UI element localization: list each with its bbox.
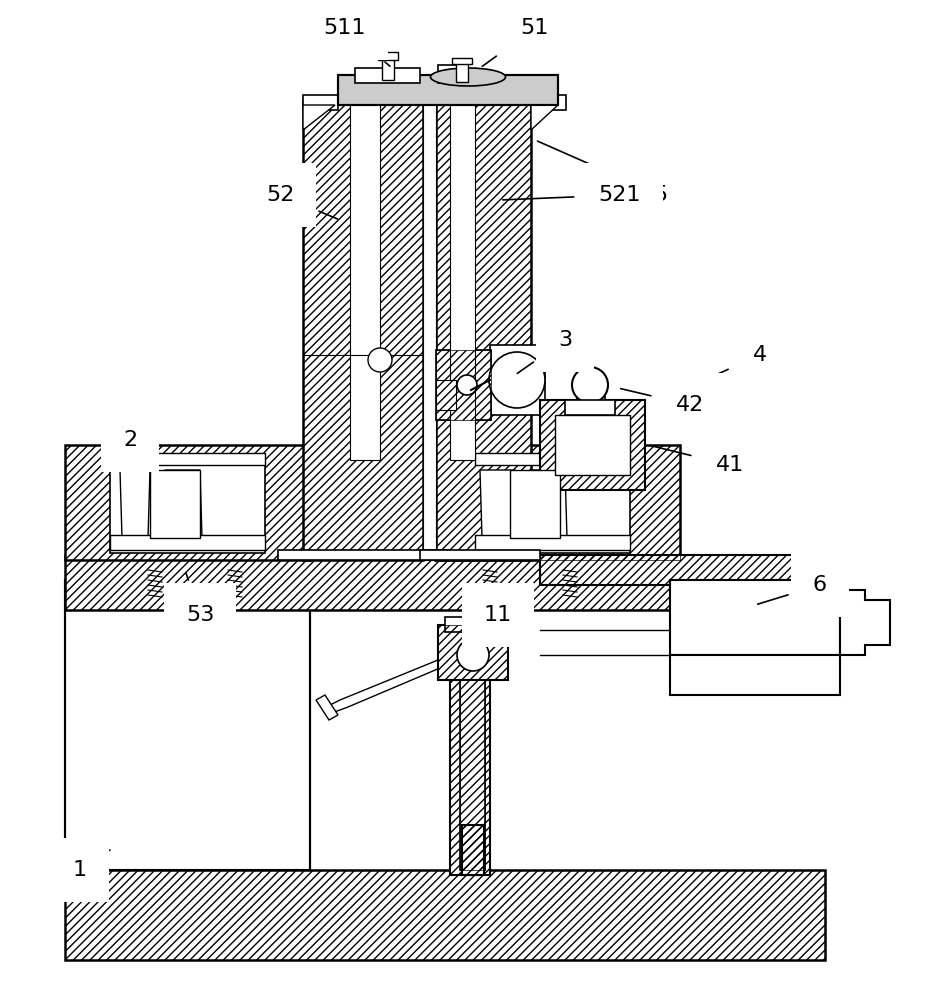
- Circle shape: [457, 639, 489, 671]
- Bar: [435, 445, 680, 560]
- Bar: [436, 350, 491, 420]
- Bar: [540, 400, 645, 490]
- Circle shape: [368, 348, 392, 372]
- Text: 5: 5: [537, 141, 667, 205]
- Text: 4: 4: [663, 345, 768, 399]
- Bar: [436, 90, 531, 560]
- Polygon shape: [840, 590, 890, 655]
- Bar: [475, 453, 630, 465]
- Text: 511: 511: [324, 18, 390, 66]
- Bar: [350, 100, 380, 460]
- Bar: [382, 55, 394, 80]
- Bar: [436, 350, 491, 420]
- Polygon shape: [531, 105, 558, 130]
- Bar: [65, 445, 310, 560]
- Bar: [462, 825, 484, 875]
- Bar: [540, 400, 645, 490]
- Bar: [278, 550, 448, 560]
- Bar: [65, 555, 705, 610]
- Bar: [462, 825, 484, 875]
- Text: 53: 53: [186, 573, 214, 625]
- Bar: [436, 90, 531, 560]
- Ellipse shape: [431, 68, 505, 86]
- Text: 42: 42: [621, 389, 704, 415]
- Bar: [65, 870, 825, 960]
- Bar: [531, 95, 566, 110]
- Bar: [456, 60, 468, 82]
- Bar: [65, 555, 705, 610]
- Bar: [65, 870, 825, 960]
- Bar: [540, 555, 845, 585]
- Bar: [475, 535, 630, 550]
- Circle shape: [572, 367, 608, 403]
- Bar: [303, 100, 423, 560]
- Polygon shape: [120, 470, 150, 538]
- Text: 6: 6: [757, 575, 827, 604]
- Bar: [436, 380, 456, 410]
- Bar: [438, 625, 508, 680]
- Bar: [450, 100, 475, 460]
- Bar: [303, 95, 338, 110]
- Circle shape: [457, 375, 477, 395]
- Bar: [460, 680, 485, 870]
- Text: 51: 51: [482, 18, 549, 66]
- Bar: [565, 400, 615, 415]
- Bar: [435, 445, 680, 560]
- Bar: [670, 580, 840, 655]
- Bar: [475, 458, 630, 553]
- Polygon shape: [480, 470, 515, 538]
- Bar: [445, 617, 495, 632]
- Bar: [303, 100, 423, 560]
- Text: 11: 11: [480, 605, 512, 628]
- Bar: [540, 555, 845, 585]
- Polygon shape: [528, 470, 567, 538]
- Bar: [490, 345, 545, 415]
- Bar: [65, 580, 310, 870]
- Bar: [438, 625, 508, 680]
- Bar: [110, 535, 265, 550]
- Circle shape: [489, 352, 545, 408]
- Bar: [452, 58, 472, 64]
- Bar: [438, 65, 468, 83]
- Bar: [338, 75, 558, 105]
- Bar: [670, 655, 840, 695]
- Polygon shape: [303, 105, 335, 130]
- Bar: [450, 630, 490, 875]
- Polygon shape: [325, 660, 440, 714]
- Bar: [423, 100, 436, 560]
- Bar: [378, 52, 398, 60]
- Bar: [420, 550, 540, 560]
- Text: 41: 41: [651, 446, 744, 475]
- Bar: [460, 680, 485, 870]
- Bar: [577, 380, 605, 405]
- Polygon shape: [316, 695, 338, 720]
- Text: 1: 1: [73, 850, 110, 880]
- Bar: [150, 470, 200, 538]
- Polygon shape: [163, 470, 202, 538]
- Bar: [450, 630, 490, 875]
- Bar: [338, 75, 558, 105]
- Bar: [65, 445, 310, 560]
- Bar: [110, 458, 265, 553]
- Bar: [110, 453, 265, 465]
- Text: 52: 52: [266, 185, 338, 219]
- Bar: [355, 68, 420, 83]
- Bar: [555, 415, 630, 475]
- Text: 521: 521: [503, 185, 641, 205]
- Text: 2: 2: [123, 430, 148, 458]
- Text: 3: 3: [518, 330, 572, 373]
- Bar: [510, 470, 560, 538]
